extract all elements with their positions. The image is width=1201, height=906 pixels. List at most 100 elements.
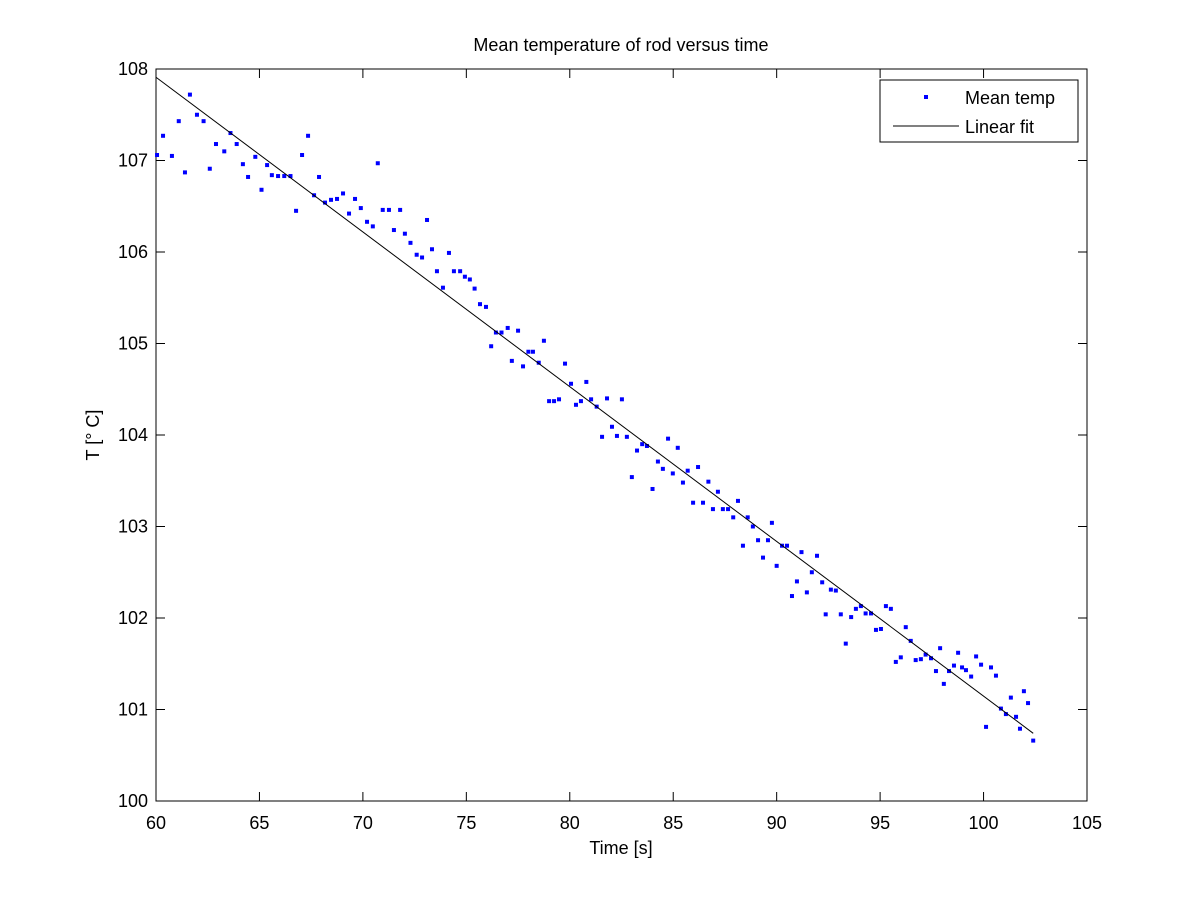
data-point	[979, 662, 984, 667]
data-point	[710, 507, 715, 512]
data-point	[499, 330, 504, 335]
plot-area	[155, 68, 1088, 802]
data-point	[815, 553, 820, 558]
data-point	[386, 207, 391, 212]
data-point	[605, 396, 610, 401]
data-point	[240, 162, 245, 167]
data-point	[526, 349, 531, 354]
data-point	[858, 604, 863, 609]
data-point	[655, 459, 660, 464]
data-point	[984, 724, 989, 729]
data-point	[960, 665, 965, 670]
data-point	[765, 538, 770, 543]
data-point	[769, 520, 774, 525]
data-point	[282, 174, 287, 179]
data-point	[323, 200, 328, 205]
x-tick-label: 85	[663, 813, 683, 833]
data-point	[429, 247, 434, 252]
data-point	[201, 119, 206, 124]
data-point	[853, 606, 858, 611]
data-point	[878, 626, 883, 631]
data-point	[246, 174, 251, 179]
data-point	[300, 153, 305, 158]
y-tick-label: 108	[118, 59, 148, 79]
data-point	[913, 658, 918, 663]
data-point	[1003, 712, 1008, 717]
data-point	[685, 468, 690, 473]
data-point	[306, 133, 311, 138]
data-point	[541, 338, 546, 343]
data-point	[933, 669, 938, 674]
data-point	[176, 119, 181, 124]
y-tick-label: 107	[118, 151, 148, 171]
data-point	[600, 434, 605, 439]
x-tick-label: 100	[969, 813, 999, 833]
data-point	[614, 433, 619, 438]
data-point	[458, 269, 463, 274]
data-point	[483, 304, 488, 309]
data-point	[650, 486, 655, 491]
data-point	[774, 563, 779, 568]
data-point	[234, 142, 239, 147]
y-tick-label: 102	[118, 608, 148, 628]
data-point	[578, 399, 583, 404]
data-point	[838, 612, 843, 617]
data-point	[477, 302, 482, 307]
data-point	[425, 217, 430, 222]
data-point	[828, 587, 833, 592]
data-point	[947, 669, 952, 674]
data-point	[509, 358, 514, 363]
x-tick-label: 60	[146, 813, 166, 833]
data-point	[740, 543, 745, 548]
y-tick-label: 103	[118, 517, 148, 537]
data-point	[414, 252, 419, 257]
data-point	[358, 206, 363, 211]
data-point	[883, 604, 888, 609]
data-point	[969, 674, 974, 679]
data-point	[353, 196, 358, 201]
y-tick-label: 105	[118, 334, 148, 354]
x-tick-label: 65	[249, 813, 269, 833]
data-point	[335, 196, 340, 201]
data-point	[347, 211, 352, 216]
data-point	[169, 153, 174, 158]
data-point	[213, 142, 218, 147]
data-point	[640, 442, 645, 447]
legend-label: Linear fit	[965, 117, 1034, 137]
data-point	[1017, 726, 1022, 731]
x-tick-label: 105	[1072, 813, 1102, 833]
data-point	[963, 668, 968, 673]
x-tick-label: 80	[560, 813, 580, 833]
data-point	[609, 424, 614, 429]
legend-swatch	[924, 95, 928, 99]
data-point	[516, 328, 521, 333]
data-point	[1031, 738, 1036, 743]
data-point	[563, 361, 568, 366]
data-point	[1008, 695, 1013, 700]
data-point	[294, 208, 299, 213]
data-point	[863, 611, 868, 616]
data-point	[329, 197, 334, 202]
data-point	[317, 174, 322, 179]
data-point	[569, 381, 574, 386]
data-point	[923, 652, 928, 657]
data-point	[701, 500, 706, 505]
data-point	[903, 625, 908, 630]
data-point	[380, 207, 385, 212]
data-point	[956, 650, 961, 655]
data-point	[584, 379, 589, 384]
data-point	[706, 479, 711, 484]
x-tick-label: 70	[353, 813, 373, 833]
x-tick-label: 90	[767, 813, 787, 833]
data-point	[691, 500, 696, 505]
data-point	[222, 149, 227, 154]
data-point	[440, 285, 445, 290]
data-point	[715, 489, 720, 494]
data-point	[756, 538, 761, 543]
data-point	[530, 349, 535, 354]
data-point	[489, 344, 494, 349]
data-point	[849, 615, 854, 620]
y-tick-label: 101	[118, 700, 148, 720]
data-point	[288, 174, 293, 179]
